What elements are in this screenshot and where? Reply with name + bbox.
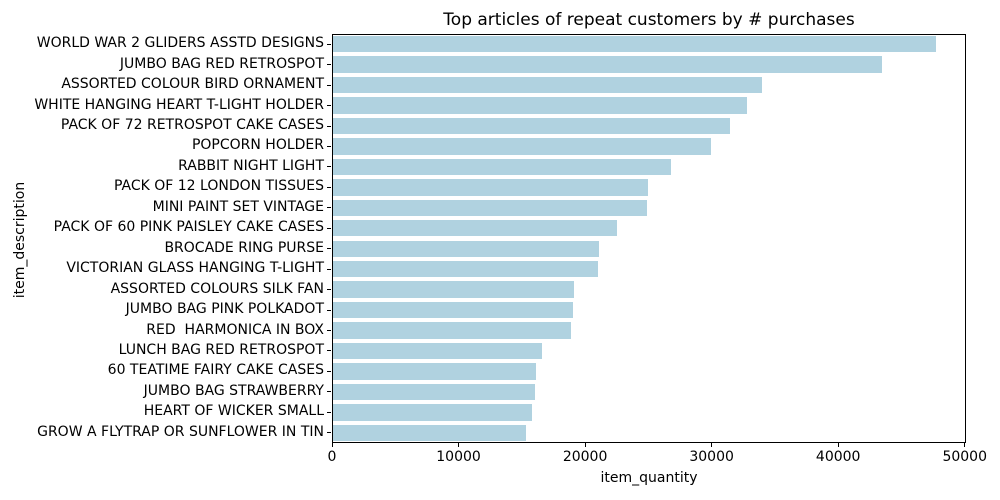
bar [333, 342, 543, 360]
bar [333, 240, 600, 257]
y-tick-label: ASSORTED COLOURS SILK FAN [110, 280, 324, 297]
bar [333, 36, 936, 53]
y-tick-label: GROW A FLYTRAP OR SUNFLOWER IN TIN [37, 423, 324, 440]
y-tick-label: PACK OF 72 RETROSPOT CAKE CASES [60, 117, 324, 134]
y-tick [327, 207, 331, 209]
bar [333, 199, 648, 216]
bar [333, 76, 762, 94]
bar [333, 281, 574, 298]
y-tick [327, 289, 331, 291]
y-tick-label: WORLD WAR 2 GLIDERS ASSTD DESIGNS [36, 35, 324, 52]
y-tick [327, 64, 331, 66]
bar [333, 158, 672, 176]
bar [333, 56, 882, 73]
y-tick [327, 268, 331, 270]
y-tick-label: BROCADE RING PURSE [164, 239, 324, 256]
y-tick-label: VICTORIAN GLASS HANGING T-LIGHT [66, 260, 324, 277]
y-tick [327, 330, 331, 332]
y-tick-label: RABBIT NIGHT LIGHT [178, 158, 324, 175]
bar [333, 404, 533, 421]
y-tick [327, 309, 331, 311]
y-tick-label: JUMBO BAG RED RETROSPOT [119, 55, 324, 72]
bar [333, 424, 526, 441]
x-tick [584, 443, 586, 447]
bar [333, 179, 649, 196]
y-tick [327, 411, 331, 413]
bar [333, 301, 573, 319]
y-tick-labels: WORLD WAR 2 GLIDERS ASSTD DESIGNS JUMBO B… [0, 34, 324, 443]
y-tick [327, 350, 331, 352]
y-tick [327, 370, 331, 372]
bar [333, 322, 572, 339]
y-tick [327, 227, 331, 229]
bar [333, 260, 598, 278]
y-tick-marks [327, 34, 332, 443]
y-tick-label: JUMBO BAG STRAWBERRY [143, 383, 324, 400]
bar [333, 363, 537, 380]
y-tick-label: POPCORN HOLDER [191, 137, 324, 154]
y-tick [327, 105, 331, 107]
plot-area [332, 34, 966, 443]
y-tick-label: ASSORTED COLOUR BIRD ORNAMENT [61, 76, 324, 93]
bar [333, 117, 731, 135]
x-tick [837, 443, 839, 447]
y-tick-label: 60 TEATIME FAIRY CAKE CASES [107, 362, 324, 379]
x-tick [458, 443, 460, 447]
y-tick [327, 145, 331, 147]
x-axis-label: item_quantity [600, 470, 698, 486]
y-tick [327, 391, 331, 393]
y-tick [327, 186, 331, 188]
x-tick-label: 30000 [689, 449, 734, 465]
x-tick [331, 443, 333, 447]
y-tick [327, 248, 331, 250]
y-tick [327, 432, 331, 434]
x-tick [964, 443, 966, 447]
y-tick-label: WHITE HANGING HEART T-LIGHT HOLDER [34, 96, 324, 113]
y-tick-label: PACK OF 12 LONDON TISSUES [113, 178, 324, 195]
x-tick-label: 50000 [942, 449, 988, 465]
x-tick-label: 40000 [815, 449, 861, 465]
bar [333, 383, 535, 401]
y-tick-label: RED HARMONICA IN BOX [146, 321, 324, 338]
bar [333, 97, 747, 114]
x-tick-label: 20000 [562, 449, 608, 465]
y-tick [327, 125, 331, 127]
bar [333, 138, 712, 155]
x-tick [711, 443, 713, 447]
y-tick-label: PACK OF 60 PINK PAISLEY CAKE CASES [53, 219, 324, 236]
x-tick-label: 0 [327, 449, 337, 465]
bar [333, 220, 617, 237]
y-tick [327, 166, 331, 168]
y-tick [327, 43, 331, 45]
y-tick-label: HEART OF WICKER SMALL [143, 403, 324, 420]
y-tick [327, 84, 331, 86]
x-tick-label: 10000 [436, 449, 481, 465]
chart-title: Top articles of repeat customers by # pu… [443, 10, 855, 30]
y-tick-label: MINI PAINT SET VINTAGE [152, 198, 324, 215]
y-tick-label: JUMBO BAG PINK POLKADOT [125, 301, 324, 318]
y-tick-label: LUNCH BAG RED RETROSPOT [118, 342, 324, 359]
